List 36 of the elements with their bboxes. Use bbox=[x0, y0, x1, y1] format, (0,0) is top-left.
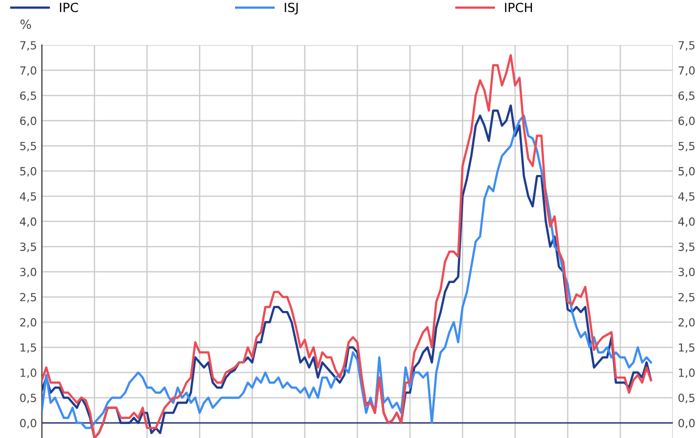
y-tick-label: 0,5 bbox=[20, 394, 36, 404]
y-tick-label: 4,0 bbox=[20, 217, 36, 227]
y-tick-label: 4,5 bbox=[20, 192, 36, 202]
y2-tick-label: 4,5 bbox=[678, 192, 694, 202]
y-tick-label: 3,5 bbox=[20, 242, 36, 252]
y2-tick-label: 3,0 bbox=[678, 268, 695, 278]
y2-tick-label: 6,5 bbox=[678, 91, 694, 101]
y-tick-label: 7,5 bbox=[20, 41, 36, 51]
y2-tick-label: 5,5 bbox=[678, 142, 694, 152]
y-tick-label: 7,0 bbox=[20, 66, 36, 76]
y2-tick-label: 1,5 bbox=[678, 343, 694, 353]
y-tick-label: 1,0 bbox=[20, 368, 36, 378]
legend-label: IPCH bbox=[505, 2, 532, 12]
y2-tick-label: 3,5 bbox=[678, 242, 694, 252]
y2-tick-label: 6,0 bbox=[678, 116, 695, 126]
y2-tick-label: 0,0 bbox=[678, 418, 695, 428]
y2-tick-label: 0,5 bbox=[678, 394, 694, 404]
legend-label: IPC bbox=[60, 2, 78, 12]
y-tick-label: 6,5 bbox=[20, 91, 36, 101]
y2-tick-label: 5,0 bbox=[678, 167, 695, 177]
y-tick-label: 5,5 bbox=[20, 142, 36, 152]
legend-label: ISJ bbox=[284, 2, 298, 14]
y2-tick-label: 1,0 bbox=[678, 368, 695, 378]
y-axis-title: % bbox=[20, 19, 31, 29]
y-tick-label: 2,5 bbox=[20, 292, 36, 302]
y-tick-label: 1,5 bbox=[20, 343, 36, 353]
y2-tick-label: 7,5 bbox=[678, 41, 694, 51]
y2-tick-label: 4,0 bbox=[678, 217, 695, 227]
y-tick-label: 2,0 bbox=[20, 318, 36, 328]
y-tick-label: 5,0 bbox=[20, 167, 36, 177]
y-tick-label: 3,0 bbox=[20, 268, 36, 278]
y2-tick-label: 7,0 bbox=[678, 66, 695, 76]
y2-tick-label: 2,0 bbox=[678, 318, 695, 328]
y2-tick-label: 2,5 bbox=[678, 292, 694, 302]
y-tick-label: 0,0 bbox=[20, 418, 36, 428]
y-tick-label: 6,0 bbox=[20, 116, 36, 126]
